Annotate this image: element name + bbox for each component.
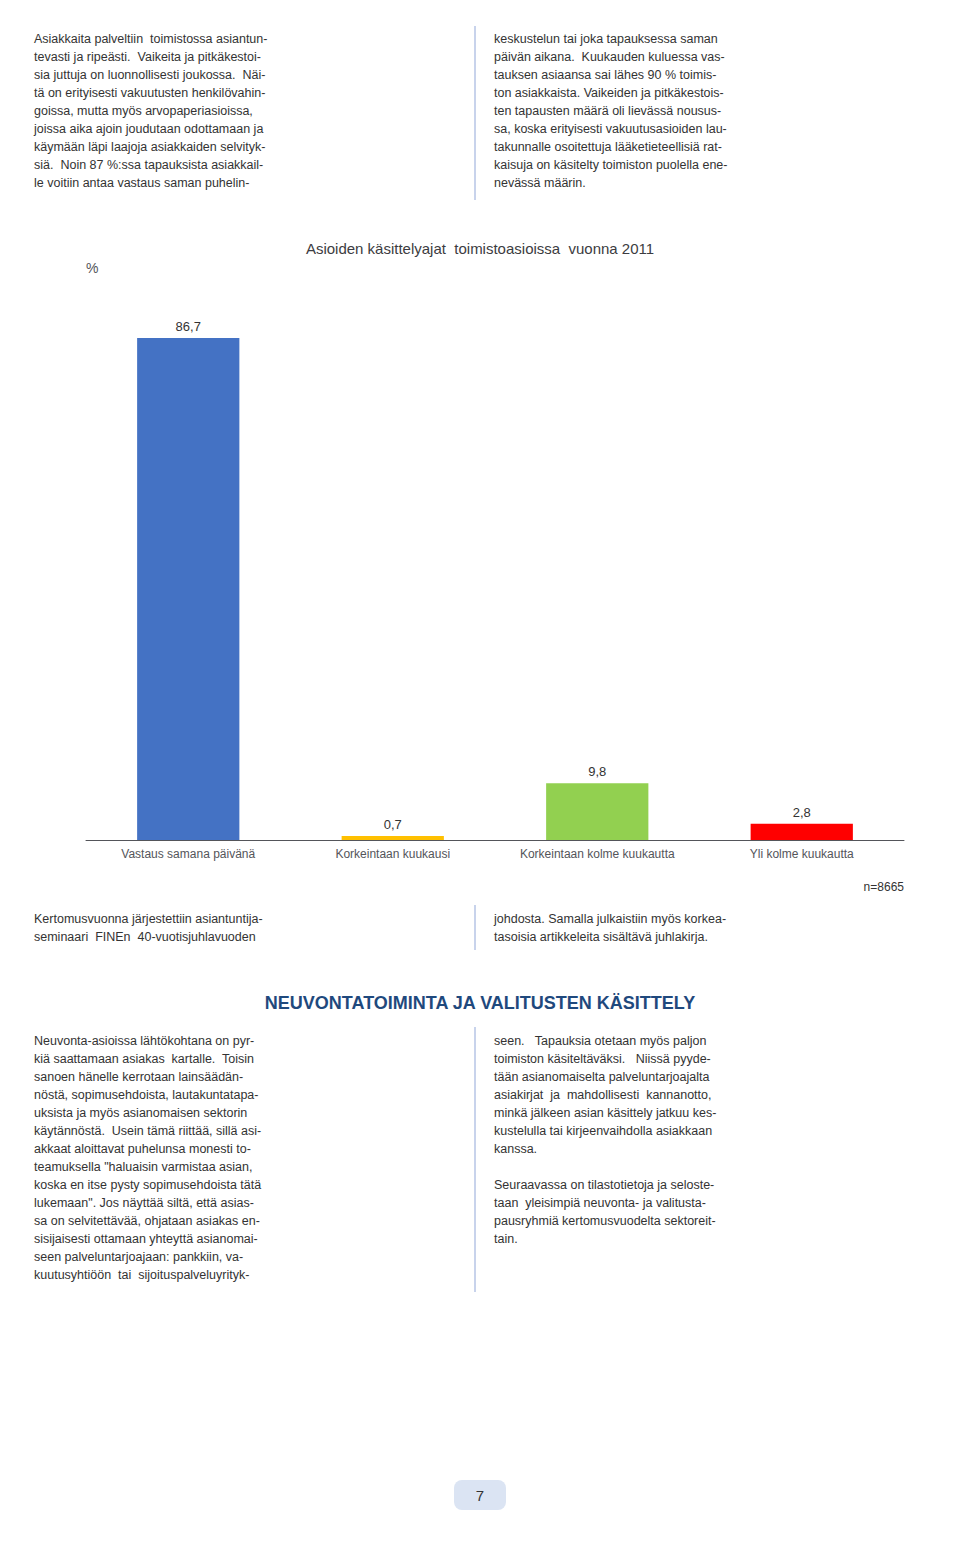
svg-text:kiä saattamaan asiakas kartal: kiä saattamaan asiakas kartalle. Toisin: [34, 1052, 254, 1066]
svg-text:tain.: tain.: [494, 1232, 518, 1246]
svg-text:le voitiin antaa vastaus saman: le voitiin antaa vastaus saman puhelin-: [34, 176, 249, 190]
svg-text:uksista ja myös asianomaisen s: uksista ja myös asianomaisen sektorin: [34, 1106, 247, 1120]
svg-text:sisijaisesti ottamaan yhteyttä: sisijaisesti ottamaan yhteyttä asianomai…: [34, 1232, 258, 1246]
svg-text:keskustelun tai joka tapaukses: keskustelun tai joka tapauksessa saman: [494, 32, 718, 46]
svg-text:9,8: 9,8: [588, 764, 606, 779]
svg-text:siä. Noin 87 %:ssa tapauksist: siä. Noin 87 %:ssa tapauksista asiakkail…: [34, 158, 263, 172]
svg-text:Yli kolme kuukautta: Yli kolme kuukautta: [750, 847, 854, 861]
svg-text:Vastaus samana päivänä: Vastaus samana päivänä: [121, 847, 255, 861]
svg-text:koska en itse pysty sopimusehd: koska en itse pysty sopimusehdoista tätä: [34, 1178, 261, 1192]
svg-text:lukemaan". Jos näyttää siltä,: lukemaan". Jos näyttää siltä, että asias…: [34, 1196, 254, 1210]
svg-text:tauksen asiaansa sai lähes 90: tauksen asiaansa sai lähes 90 % toimis-: [494, 68, 716, 82]
svg-text:Asiakkaita palveltiin toimist: Asiakkaita palveltiin toimistossa asiant…: [34, 32, 267, 46]
svg-text:Korkeintaan kuukausi: Korkeintaan kuukausi: [335, 847, 450, 861]
svg-text:Korkeintaan kolme kuukautta: Korkeintaan kolme kuukautta: [520, 847, 675, 861]
svg-text:tevasti ja ripeästi. Vaikeita: tevasti ja ripeästi. Vaikeita ja pitkäke…: [34, 50, 261, 64]
svg-text:seminaari FINEn 40-vuotisjuh: seminaari FINEn 40-vuotisjuhlavuoden: [34, 930, 256, 944]
svg-text:sia juttuja on luonnollisesti: sia juttuja on luonnollisesti joukossa. …: [34, 68, 265, 82]
svg-text:käymään läpi laajoja asiakkaid: käymään läpi laajoja asiakkaiden selvity…: [34, 140, 265, 154]
svg-text:sanoen hänelle kerrotaan lains: sanoen hänelle kerrotaan lainsäädän-: [34, 1070, 243, 1084]
svg-text:86,7: 86,7: [176, 319, 201, 334]
svg-text:seen palveluntarjoajaan: pankk: seen palveluntarjoajaan: pankkiin, va-: [34, 1250, 243, 1264]
svg-text:tään asianomaiselta palvelunta: tään asianomaiselta palveluntarjoajalta: [494, 1070, 709, 1084]
svg-text:goissa, mutta myös arvopaperia: goissa, mutta myös arvopaperiasioissa,: [34, 104, 253, 118]
svg-text:Seuraavassa on tilastotietoja: Seuraavassa on tilastotietoja ja seloste…: [494, 1178, 714, 1192]
svg-text:Asioiden käsittelyajat toimis: Asioiden käsittelyajat toimistoasioissa …: [306, 240, 654, 257]
svg-text:NEUVONTATOIMINTA JA VALITUSTEN: NEUVONTATOIMINTA JA VALITUSTEN KÄSITTELY: [265, 993, 695, 1013]
svg-text:tä on erityisesti vakuutusten: tä on erityisesti vakuutusten henkilövah…: [34, 86, 265, 100]
svg-text:pausryhmiä kertomusvuodelta se: pausryhmiä kertomusvuodelta sektoreit-: [494, 1214, 716, 1228]
svg-text:sa, koska erityisesti vakuutus: sa, koska erityisesti vakuutusasioiden l…: [494, 122, 727, 136]
svg-text:kaisuja on käsitelty toimiston: kaisuja on käsitelty toimiston puolella …: [494, 158, 727, 172]
svg-text:0,7: 0,7: [384, 817, 402, 832]
svg-text:teamuksella "haluaisin varmist: teamuksella "haluaisin varmistaa asian,: [34, 1160, 252, 1174]
svg-text:johdosta. Samalla julkaistiin: johdosta. Samalla julkaistiin myös korke…: [493, 912, 726, 926]
svg-text:7: 7: [476, 1487, 484, 1504]
svg-text:päivän aikana. Kuukauden kulu: päivän aikana. Kuukauden kuluessa vas-: [494, 50, 725, 64]
svg-text:ten tapausten määrä oli lieväs: ten tapausten määrä oli lievässä nousus-: [494, 104, 721, 118]
svg-text:seen. Tapauksia otetaan myös: seen. Tapauksia otetaan myös paljon: [494, 1034, 706, 1048]
svg-text:taan yleisimpiä neuvonta- ja: taan yleisimpiä neuvonta- ja valitusta-: [494, 1196, 706, 1210]
svg-text:nöstä, sopimusehdoista, lautak: nöstä, sopimusehdoista, lautakuntatapa-: [34, 1088, 258, 1102]
svg-text:kustelulla tai kirjeenvaihdoll: kustelulla tai kirjeenvaihdolla asiakkaa…: [494, 1124, 712, 1138]
svg-text:2,8: 2,8: [793, 805, 811, 820]
svg-text:kuutusyhtiöön tai sijoituspa: kuutusyhtiöön tai sijoituspalveluyrityk-: [34, 1268, 249, 1282]
svg-text:%: %: [86, 260, 98, 276]
svg-text:asiakirjat ja mahdollisesti: asiakirjat ja mahdollisesti kannanotto,: [494, 1088, 711, 1102]
svg-text:n=8665: n=8665: [864, 880, 905, 894]
svg-text:minkä jälkeen asian käsittely: minkä jälkeen asian käsittely jatkuu kes…: [494, 1106, 716, 1120]
svg-text:sa on selvitettävää, ohjataan: sa on selvitettävää, ohjataan asiakas en…: [34, 1214, 260, 1228]
svg-text:ton asiakkaista. Vaikeiden ja: ton asiakkaista. Vaikeiden ja pitkäkesto…: [494, 86, 724, 100]
svg-text:käytännöstä. Usein tämä riitt: käytännöstä. Usein tämä riittää, sillä a…: [34, 1124, 261, 1138]
svg-text:akkaat aloittavat puhelunsa mo: akkaat aloittavat puhelunsa monesti to-: [34, 1142, 251, 1156]
svg-text:Kertomusvuonna järjestettiin a: Kertomusvuonna järjestettiin asiantuntij…: [34, 912, 263, 926]
svg-text:takunnalle osoitettuja lääketi: takunnalle osoitettuja lääketieteellisiä…: [494, 140, 722, 154]
svg-text:Neuvonta-asioissa lähtökohtana: Neuvonta-asioissa lähtökohtana on pyr-: [34, 1034, 254, 1048]
svg-text:toimiston käsiteltäväksi. Ni: toimiston käsiteltäväksi. Niissä pyyde-: [494, 1052, 711, 1066]
svg-text:kanssa.: kanssa.: [494, 1142, 537, 1156]
svg-text:tasoisia artikkeleita sisältäv: tasoisia artikkeleita sisältävä juhlakir…: [494, 930, 708, 944]
svg-text:nevässä määrin.: nevässä määrin.: [494, 176, 586, 190]
svg-text:joissa aika ajoin joudutaan od: joissa aika ajoin joudutaan odottamaan j…: [33, 122, 263, 136]
